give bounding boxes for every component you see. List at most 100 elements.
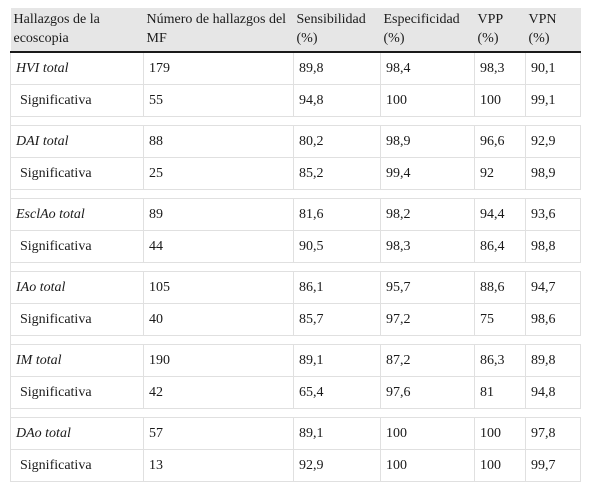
table-row-total: HVI total 179 89,8 98,4 98,3 90,1 [10,51,581,85]
cell-count: 42 [143,376,294,409]
cell-ppv: 100 [474,84,526,117]
cell-npv: 97,8 [525,417,581,450]
cell-sensitivity: 90,5 [293,230,381,263]
cell-count: 55 [143,84,294,117]
cell-npv: 94,8 [525,376,581,409]
spacer-cell [10,262,581,272]
cell-count: 25 [143,157,294,190]
cell-finding: Significativa [10,376,144,409]
cell-ppv: 98,3 [474,51,526,85]
cell-finding: Significativa [10,230,144,263]
cell-specificity: 97,2 [380,303,475,336]
cell-count: 190 [143,344,294,377]
cell-finding: Significativa [10,157,144,190]
group-spacer [10,116,581,126]
cell-sensitivity: 89,1 [293,344,381,377]
cell-npv: 99,1 [525,84,581,117]
cell-sensitivity: 81,6 [293,198,381,231]
results-table: Hallazgos de la ecoscopia Número de hall… [10,8,581,482]
table-row-significativa: Significativa 42 65,4 97,6 81 94,8 [10,376,581,409]
cell-specificity: 95,7 [380,271,475,304]
cell-sensitivity: 80,2 [293,125,381,158]
cell-count: 40 [143,303,294,336]
group-spacer [10,262,581,272]
cell-sensitivity: 89,8 [293,51,381,85]
table-row-total: IM total 190 89,1 87,2 86,3 89,8 [10,344,581,377]
table-row-total: DAI total 88 80,2 98,9 96,6 92,9 [10,125,581,158]
cell-sensitivity: 86,1 [293,271,381,304]
cell-sensitivity: 65,4 [293,376,381,409]
header-hallazgos: Hallazgos de la ecoscopia [10,8,144,53]
table-body: HVI total 179 89,8 98,4 98,3 90,1 Significativ… [10,51,581,482]
table-row-significativa: Significativa 25 85,2 99,4 92 98,9 [10,157,581,190]
header-vpp: VPP (%) [474,8,526,53]
cell-finding: DAo total [10,417,144,450]
cell-finding: HVI total [10,51,144,85]
cell-npv: 89,8 [525,344,581,377]
cell-count: 57 [143,417,294,450]
group-spacer [10,408,581,418]
cell-npv: 98,9 [525,157,581,190]
spacer-cell [10,116,581,126]
cell-finding: IM total [10,344,144,377]
cell-npv: 94,7 [525,271,581,304]
cell-count: 89 [143,198,294,231]
table-row-significativa: Significativa 40 85,7 97,2 75 98,6 [10,303,581,336]
table-row-significativa: Significativa 13 92,9 100 100 99,7 [10,449,581,482]
cell-ppv: 100 [474,417,526,450]
cell-specificity: 100 [380,449,475,482]
cell-specificity: 98,3 [380,230,475,263]
table-row-significativa: Significativa 44 90,5 98,3 86,4 98,8 [10,230,581,263]
cell-specificity: 87,2 [380,344,475,377]
cell-ppv: 96,6 [474,125,526,158]
cell-finding: EsclAo total [10,198,144,231]
cell-sensitivity: 85,7 [293,303,381,336]
table-header-row: Hallazgos de la ecoscopia Número de hall… [10,8,581,53]
cell-ppv: 100 [474,449,526,482]
cell-sensitivity: 94,8 [293,84,381,117]
group-spacer [10,335,581,345]
cell-finding: Significativa [10,303,144,336]
cell-specificity: 98,9 [380,125,475,158]
header-numero: Número de hallazgos del MF [143,8,294,53]
cell-specificity: 97,6 [380,376,475,409]
cell-count: 88 [143,125,294,158]
cell-specificity: 99,4 [380,157,475,190]
cell-sensitivity: 89,1 [293,417,381,450]
header-vpn: VPN (%) [525,8,581,53]
cell-finding: IAo total [10,271,144,304]
cell-specificity: 98,4 [380,51,475,85]
table-row-significativa: Significativa 55 94,8 100 100 99,1 [10,84,581,117]
cell-npv: 98,8 [525,230,581,263]
cell-count: 13 [143,449,294,482]
cell-npv: 90,1 [525,51,581,85]
cell-finding: DAI total [10,125,144,158]
cell-specificity: 100 [380,84,475,117]
cell-ppv: 94,4 [474,198,526,231]
cell-ppv: 88,6 [474,271,526,304]
cell-npv: 99,7 [525,449,581,482]
cell-finding: Significativa [10,449,144,482]
cell-ppv: 75 [474,303,526,336]
cell-count: 179 [143,51,294,85]
cell-specificity: 100 [380,417,475,450]
cell-npv: 98,6 [525,303,581,336]
table-row-total: DAo total 57 89,1 100 100 97,8 [10,417,581,450]
cell-npv: 93,6 [525,198,581,231]
cell-specificity: 98,2 [380,198,475,231]
spacer-cell [10,335,581,345]
cell-count: 105 [143,271,294,304]
cell-sensitivity: 92,9 [293,449,381,482]
cell-ppv: 92 [474,157,526,190]
spacer-cell [10,408,581,418]
cell-count: 44 [143,230,294,263]
group-spacer [10,189,581,199]
header-sensibilidad: Sensibilidad (%) [293,8,381,53]
cell-ppv: 81 [474,376,526,409]
table-row-total: EsclAo total 89 81,6 98,2 94,4 93,6 [10,198,581,231]
header-especificidad: Especificidad (%) [380,8,475,53]
cell-ppv: 86,4 [474,230,526,263]
spacer-cell [10,189,581,199]
cell-npv: 92,9 [525,125,581,158]
cell-finding: Significativa [10,84,144,117]
